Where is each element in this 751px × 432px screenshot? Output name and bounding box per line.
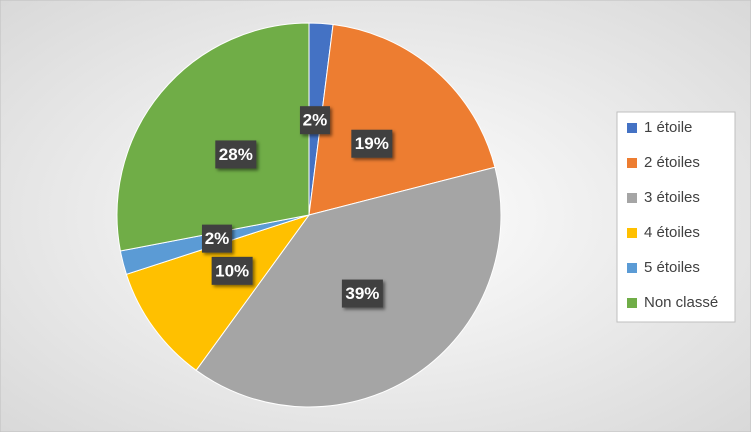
data-label: 28% [219, 145, 253, 164]
legend-label: 1 étoile [644, 119, 692, 136]
legend-box [616, 111, 736, 323]
data-label-box [201, 224, 232, 253]
legend-label: 3 étoiles [644, 189, 700, 206]
legend-swatch [627, 298, 637, 308]
data-label: 19% [355, 134, 389, 153]
data-label: 2% [205, 229, 230, 248]
legend-label: 4 étoiles [644, 224, 700, 241]
pie-slice [116, 22, 310, 252]
data-label: 2% [303, 111, 328, 130]
legend-swatch [627, 158, 637, 168]
data-label-box [351, 129, 393, 158]
data-label: 10% [215, 261, 249, 280]
data-label-box [299, 106, 330, 135]
legend-swatch [627, 228, 637, 238]
legend-label: 5 étoiles [644, 259, 700, 276]
legend-label: Non classé [644, 294, 718, 311]
pie-slice [308, 23, 496, 216]
legend-swatch [627, 123, 637, 133]
legend-swatch [627, 193, 637, 203]
pie-slice [125, 214, 311, 372]
data-label-box [215, 140, 257, 169]
legend-swatch [627, 263, 637, 273]
data-label-box [341, 279, 383, 308]
data-label-box [211, 256, 253, 285]
data-label: 39% [345, 284, 379, 303]
legend-label: 2 étoiles [644, 154, 700, 171]
